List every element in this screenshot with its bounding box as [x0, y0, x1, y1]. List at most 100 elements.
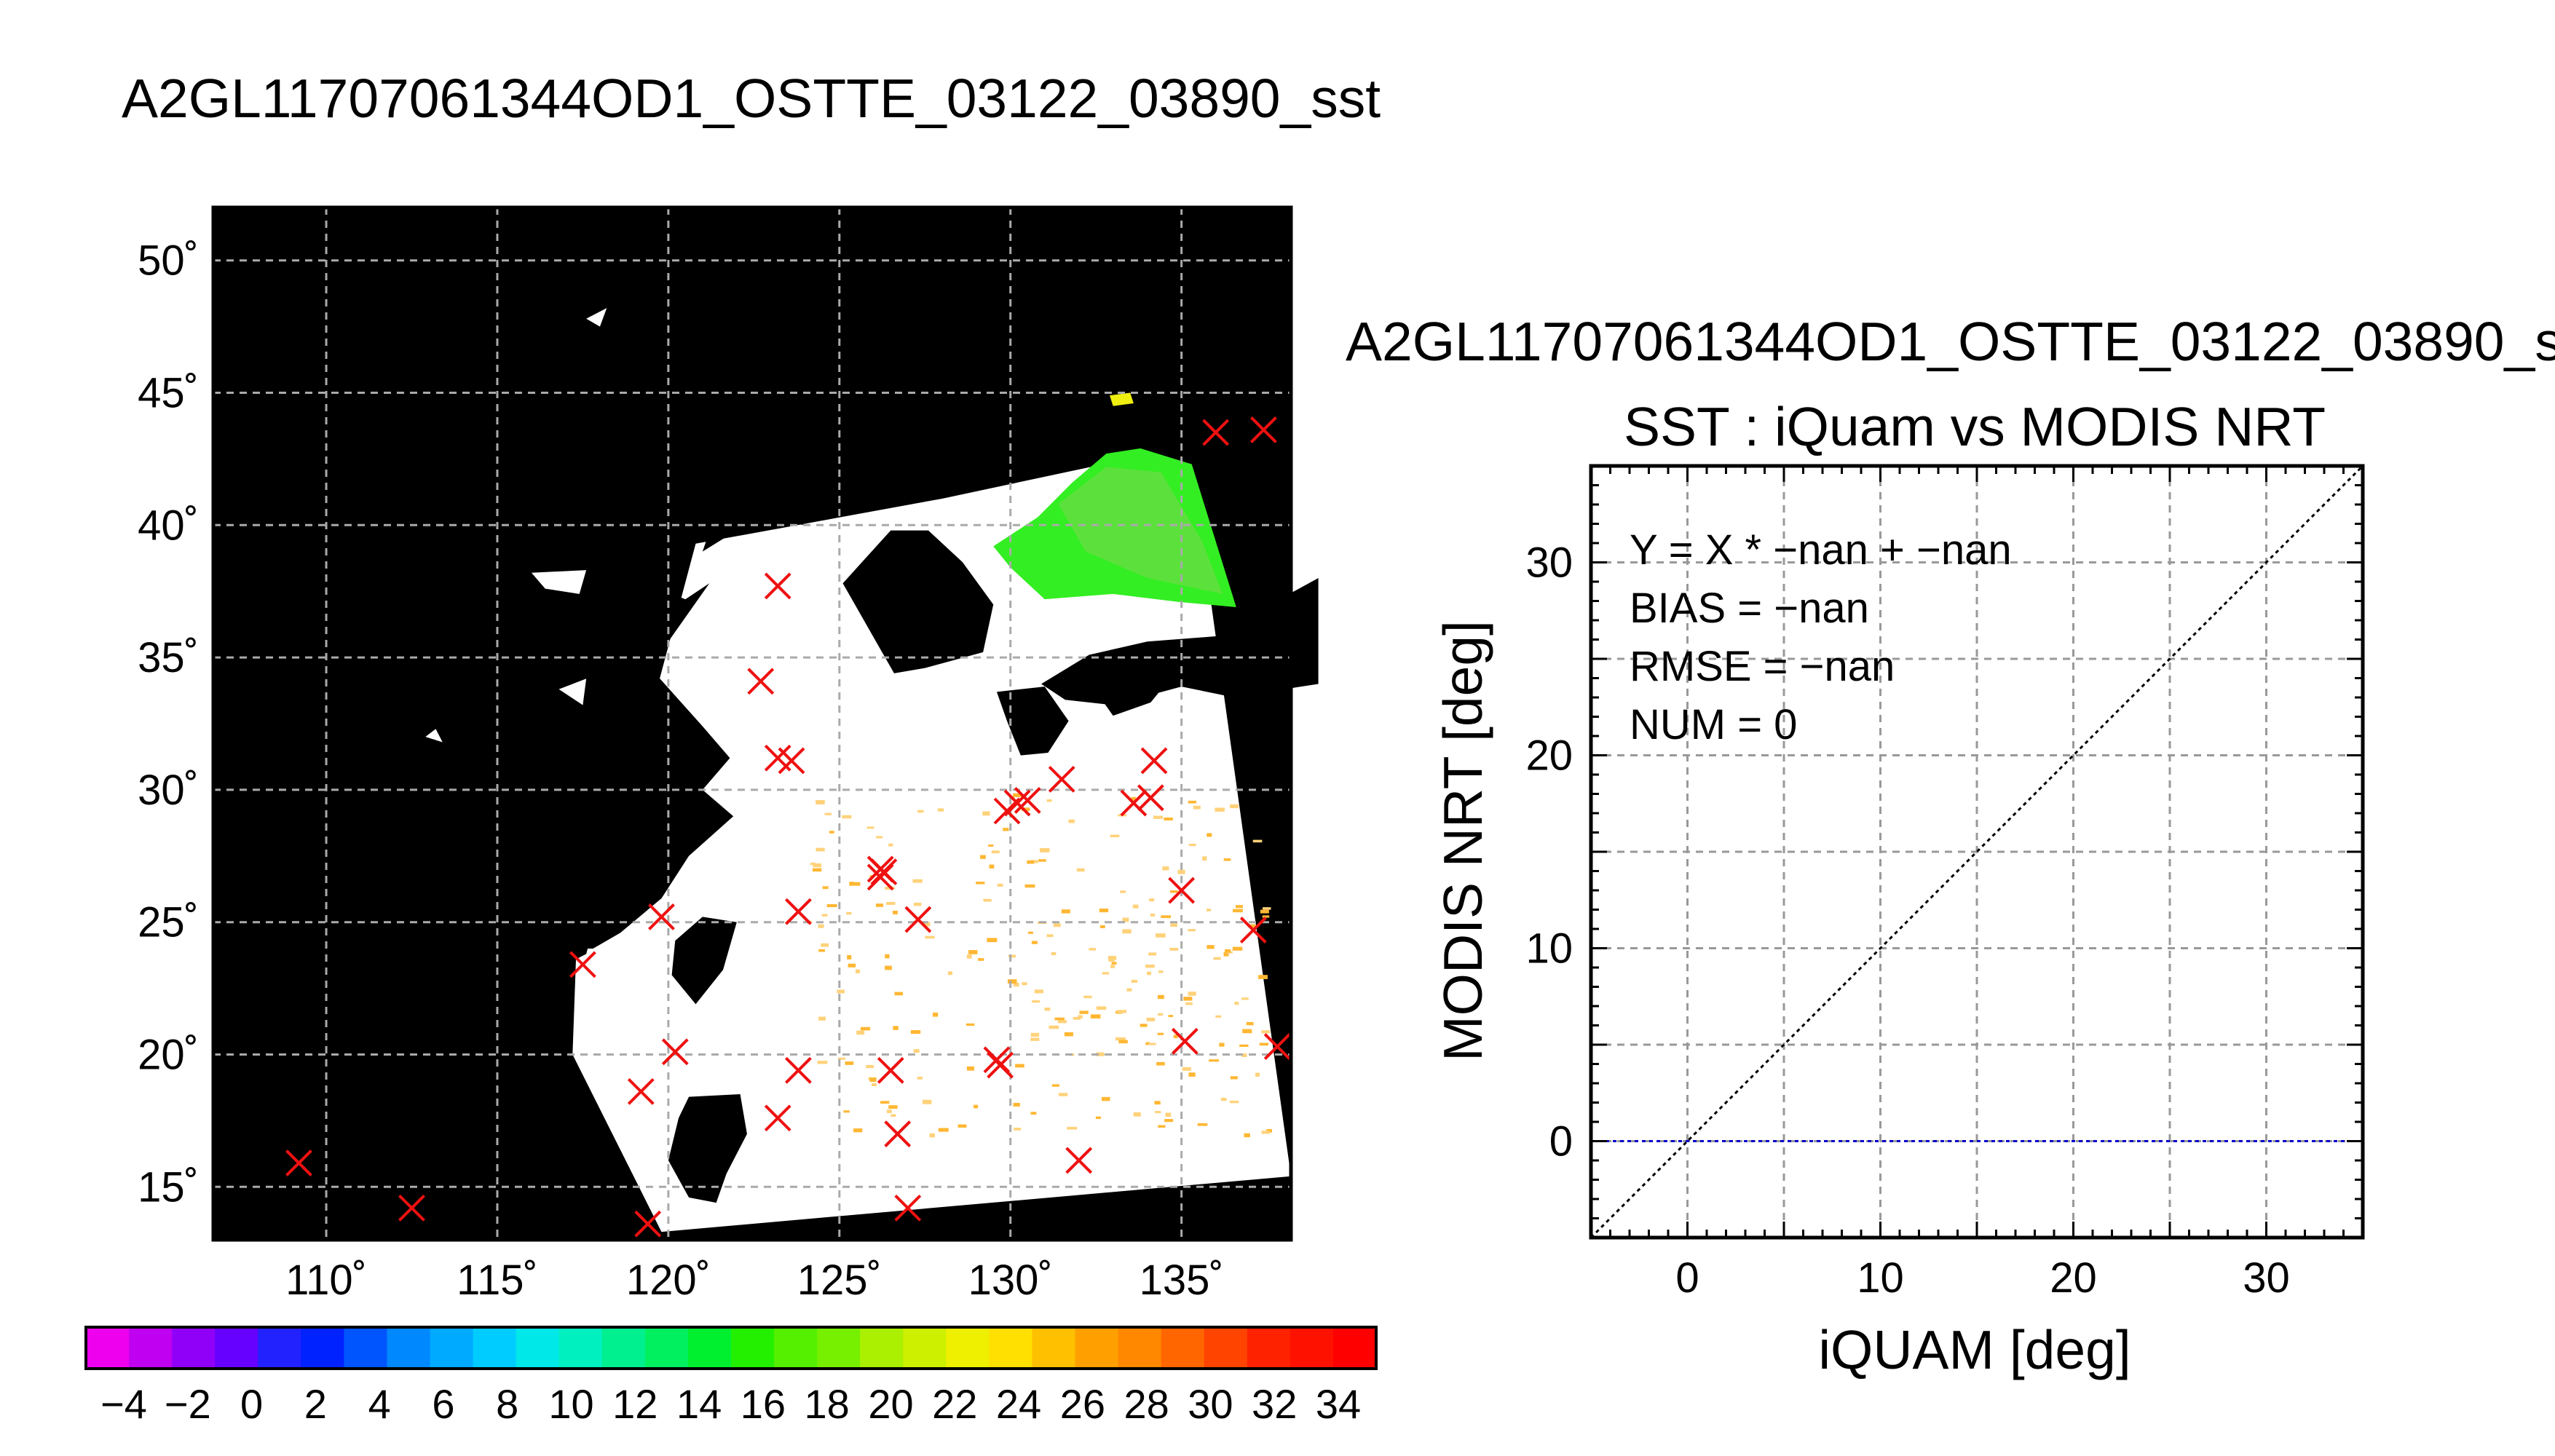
buoy-marker [987, 1051, 1014, 1079]
buoy-marker-stroke [778, 747, 805, 775]
colorbar-swatch [1075, 1327, 1119, 1369]
buoy-marker [1120, 789, 1148, 817]
buoy-marker [870, 858, 898, 886]
sst-speck [1206, 909, 1212, 911]
sst-speck [1150, 913, 1156, 917]
sst-speck [1197, 1123, 1208, 1126]
sst-speck [848, 963, 856, 968]
scatter-x-tick-label: 0 [1675, 1254, 1699, 1302]
buoy-marker [1202, 419, 1230, 446]
sst-speck [1079, 1010, 1089, 1014]
map-lat-tick-label: 20˚ [138, 1031, 199, 1078]
sst-speck [1030, 1032, 1040, 1037]
map-frame [211, 205, 1293, 1242]
buoy-marker-stroke [870, 858, 898, 886]
sst-speck [932, 1012, 939, 1017]
buoy-marker-stroke [1239, 917, 1267, 944]
sst-speck [910, 1030, 921, 1034]
sst-speck [885, 954, 890, 959]
buoy-marker [764, 572, 791, 600]
sst-speck [1239, 1044, 1249, 1047]
sst-speck [1076, 868, 1085, 872]
sst-speck [1111, 962, 1117, 965]
buoy-marker [1048, 765, 1075, 793]
map-lat-tick-label: 15˚ [138, 1163, 199, 1211]
sst-speck [1118, 1040, 1128, 1044]
sst-speck [1044, 1008, 1051, 1011]
sst-speck [1054, 1017, 1065, 1021]
colorbar-tick-label: 32 [1252, 1381, 1297, 1427]
sst-speck [1182, 1067, 1191, 1071]
buoy-marker-stroke [1140, 747, 1168, 775]
buoy-marker-stroke [987, 1051, 1014, 1079]
sst-speck [1096, 1052, 1105, 1056]
sst-speck [1170, 890, 1178, 893]
sst-speck [888, 843, 893, 847]
colorbar-swatch [774, 1327, 818, 1369]
colorbar-tick-label: 14 [676, 1381, 722, 1427]
sst-speck [1263, 907, 1271, 910]
scatter-xlabel: iQUAM [deg] [1818, 1319, 2131, 1380]
sst-speck [1108, 959, 1115, 962]
sst-speck [1032, 1000, 1040, 1003]
sst-speck [937, 808, 944, 812]
sst-speck [821, 914, 828, 917]
buoy-marker-stroke [285, 1150, 312, 1176]
sst-speck [1095, 1116, 1101, 1120]
sst-speck [1188, 992, 1196, 996]
sst-speck [1049, 1025, 1059, 1029]
buoy-marker [1263, 1033, 1291, 1060]
colorbar-tick-label: −2 [165, 1381, 211, 1427]
colorbar-swatch [601, 1327, 646, 1369]
shikoku-land [1092, 681, 1168, 716]
colorbar-swatch [86, 1327, 130, 1369]
buoy-marker [285, 1150, 312, 1176]
sst-speck [847, 954, 852, 960]
sst-speck [929, 1133, 935, 1138]
sst-speck [1145, 1042, 1150, 1045]
sst-speck [869, 1077, 877, 1083]
sst-speck [1154, 1101, 1161, 1105]
sst-speck [1058, 1093, 1068, 1096]
cloud-fragment-2 [558, 678, 587, 705]
buoy-marker-stroke [1263, 1033, 1291, 1060]
buoy-marker-stroke [1249, 416, 1277, 443]
buoy-marker [634, 1210, 662, 1238]
sst-speck [1101, 1096, 1110, 1101]
colorbar-swatch [1332, 1327, 1377, 1369]
buoy-marker-stroke [764, 1104, 791, 1132]
sst-speck [1131, 796, 1137, 801]
map-lon-tick-label: 125˚ [797, 1257, 882, 1304]
stats-fit: Y = X * −nan + −nan [1630, 526, 2012, 574]
sst-speck [1209, 1059, 1219, 1062]
buoy-marker-stroke [661, 1038, 689, 1066]
sst-speck [1007, 979, 1017, 984]
sst-speck [1133, 1112, 1141, 1117]
buoy-marker-stroke [569, 951, 596, 978]
buoy-marker-stroke [1202, 419, 1230, 446]
sst-speck [842, 815, 852, 819]
sst-speck [1015, 1064, 1024, 1068]
map-lat-tick-label: 30˚ [138, 767, 199, 814]
sst-speck [926, 1101, 932, 1104]
sst-speck [965, 1023, 975, 1026]
sst-speck [1030, 1112, 1037, 1115]
sst-speck [843, 1110, 850, 1113]
sst-speck [1057, 1020, 1067, 1024]
page-title: A2GL11707061344OD1_OSTTE_03122_03890_sst [122, 68, 1381, 129]
buoy-marker-stroke [877, 1056, 904, 1084]
sst-speck [1156, 1061, 1165, 1066]
colorbar-swatch [644, 1327, 689, 1369]
sst-speck [1252, 839, 1263, 843]
colorbar-swatch [946, 1327, 990, 1369]
sst-speck [1157, 1032, 1164, 1035]
colorbar-swatch [903, 1327, 947, 1369]
sst-speck [1046, 934, 1054, 938]
sst-speck [853, 1128, 863, 1133]
sst-speck [1193, 805, 1201, 810]
sst-speck [1024, 884, 1035, 888]
buoy-marker [661, 1038, 689, 1066]
cloud-fragment-3 [425, 729, 443, 743]
sst-speck [1233, 909, 1243, 913]
sst-speck [817, 1061, 828, 1064]
